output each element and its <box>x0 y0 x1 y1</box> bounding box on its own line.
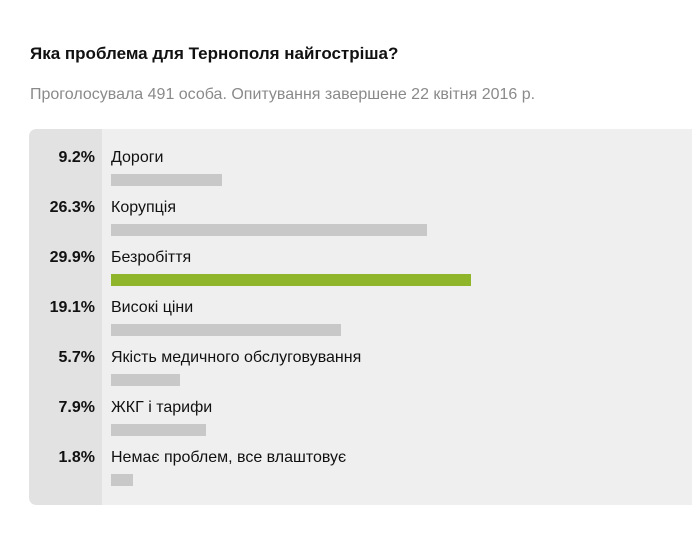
poll-percent-label: 1.8% <box>58 449 95 466</box>
poll-bar <box>111 474 133 486</box>
percent-column-background <box>29 129 102 505</box>
poll-option-label: Немає проблем, все влаштовує <box>111 449 347 466</box>
poll-bar <box>111 324 341 336</box>
poll-option-label: Безробіття <box>111 249 192 266</box>
poll-row: 26.3% Корупція <box>29 179 692 236</box>
poll-option-label: ЖКГ і тарифи <box>111 399 213 416</box>
poll-bar <box>111 274 471 286</box>
poll-percent-label: 29.9% <box>49 249 95 266</box>
poll-subtitle: Проголосувала 491 особа. Опитування заве… <box>30 86 536 103</box>
poll-row: 1.8% Немає проблем, все влаштовує <box>29 429 692 486</box>
poll-row: 29.9% Безробіття <box>29 229 692 286</box>
poll-row: 9.2% Дороги <box>29 129 692 186</box>
poll-percent-label: 7.9% <box>58 399 95 416</box>
poll-percent-label: 9.2% <box>58 149 95 166</box>
poll-bar <box>111 224 427 236</box>
poll-row: 7.9% ЖКГ і тарифи <box>29 379 692 436</box>
poll-percent-label: 5.7% <box>58 349 95 366</box>
poll-option-label: Якість медичного обслуговування <box>111 349 362 366</box>
poll-row: 19.1% Високі ціни <box>29 279 692 336</box>
poll-percent-label: 26.3% <box>49 199 95 216</box>
poll-row: 5.7% Якість медичного обслуговування <box>29 329 692 386</box>
poll-option-label: Високі ціни <box>111 299 194 316</box>
poll-option-label: Дороги <box>111 149 164 166</box>
label-column-background <box>102 129 692 505</box>
poll-title: Яка проблема для Тернополя найгостріша? <box>30 44 399 63</box>
poll-bar <box>111 424 206 436</box>
results-panel: 9.2% Дороги 26.3% Корупція 29.9% Безробіття 19… <box>29 129 692 505</box>
poll-bar <box>111 174 222 186</box>
poll-percent-label: 19.1% <box>49 299 95 316</box>
poll-bar <box>111 374 180 386</box>
poll-option-label: Корупція <box>111 199 176 216</box>
